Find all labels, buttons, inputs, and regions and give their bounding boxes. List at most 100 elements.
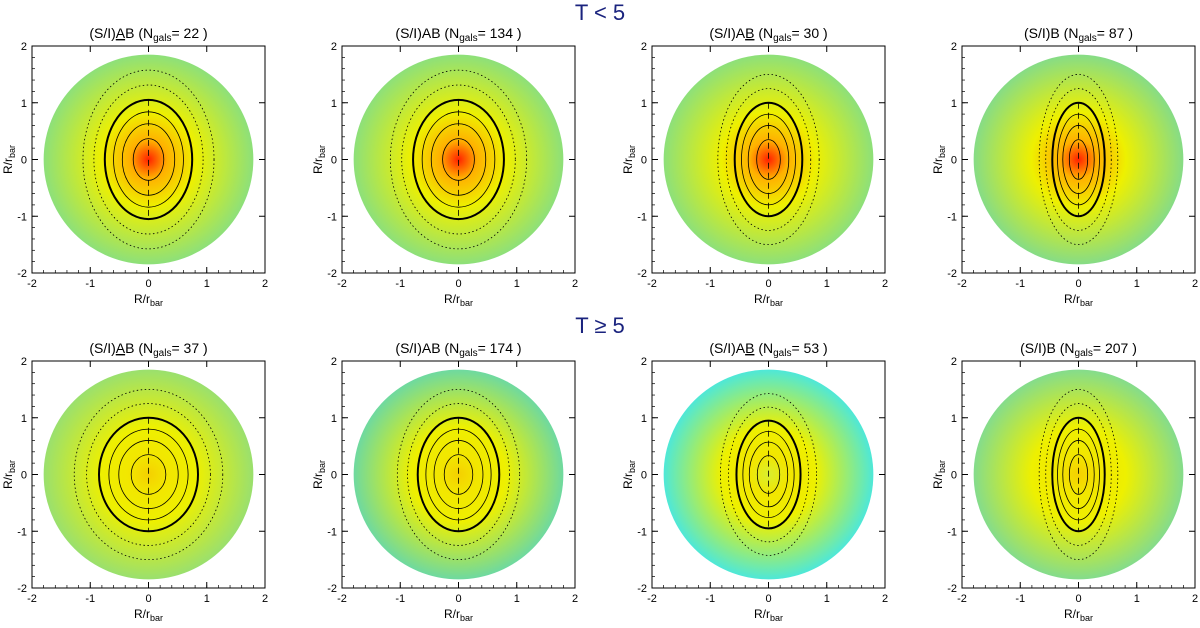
y-tick-label: 2: [641, 356, 647, 368]
y-tick-label: -2: [17, 268, 27, 280]
panel-0-1: -2-2 -1 -1 0 0 1 1 2 2 R/rbar R/rbar (S/I)AB (Ngals…: [311, 25, 578, 308]
y-tick-label: 1: [641, 413, 647, 425]
y-tick-label: 1: [951, 98, 957, 110]
y-tick-label: 2: [951, 356, 957, 368]
x-tick-label: 0: [1075, 593, 1081, 605]
x-tick-label: 0: [145, 278, 151, 290]
density-disc: [663, 54, 874, 265]
density-disc: [973, 369, 1184, 580]
y-axis-label: R/rbar: [621, 460, 637, 489]
y-tick-label: -1: [637, 526, 647, 538]
panel-0-3: -2-2 -1 -1 0 0 1 1 2 2 R/rbar R/rbar (S/I)B (Ngals=…: [931, 25, 1198, 308]
contour-line: [401, 84, 516, 235]
y-tick-label: 2: [21, 41, 27, 53]
y-tick-label: -2: [17, 583, 27, 595]
x-tick-label: -1: [395, 278, 405, 290]
panel-title: (S/I)AB (Ngals= 22 ): [89, 25, 207, 44]
y-tick-label: -1: [947, 526, 957, 538]
x-axis-label: R/rbar: [754, 292, 783, 308]
y-tick-label: -2: [947, 583, 957, 595]
contour-line: [725, 88, 812, 231]
panel-0-2: -2-2 -1 -1 0 0 1 1 2 2 R/rbar R/rbar (S/I)AB (Ngals…: [621, 25, 888, 308]
y-tick-label: 2: [331, 41, 337, 53]
x-tick-label: 0: [455, 278, 461, 290]
x-tick-label: -1: [395, 593, 405, 605]
contour-line: [82, 69, 215, 250]
contour-line: [1045, 403, 1112, 546]
y-axis-label: R/rbar: [311, 460, 327, 489]
x-tick-label: 0: [765, 593, 771, 605]
x-axis-label: R/rbar: [754, 607, 783, 623]
x-tick-label: -1: [85, 278, 95, 290]
y-tick-label: 0: [641, 155, 647, 167]
contour-line: [86, 403, 211, 546]
y-tick-label: 0: [641, 470, 647, 482]
panel-title: (S/I)AB (Ngals= 134 ): [395, 25, 521, 44]
y-tick-label: -1: [17, 211, 27, 223]
y-tick-label: -2: [947, 268, 957, 280]
x-tick-label: 2: [1192, 593, 1198, 605]
contour-line: [443, 454, 474, 495]
y-tick-label: 0: [951, 470, 957, 482]
y-tick-label: 1: [21, 98, 27, 110]
x-tick-label: 2: [882, 593, 888, 605]
y-tick-label: 2: [641, 41, 647, 53]
x-tick-label: 1: [514, 278, 520, 290]
x-tick-label: 0: [1075, 278, 1081, 290]
y-tick-label: -2: [637, 583, 647, 595]
panel-title: (S/I)AB (Ngals= 37 ): [89, 340, 207, 359]
panel-title: (S/I)AB (Ngals= 53 ): [709, 340, 827, 359]
x-tick-label: -1: [85, 593, 95, 605]
y-tick-label: -1: [947, 211, 957, 223]
y-tick-label: -2: [637, 268, 647, 280]
density-disc: [973, 54, 1184, 265]
contour-line: [1068, 139, 1089, 180]
x-axis-label: R/rbar: [134, 292, 163, 308]
y-tick-label: 1: [641, 98, 647, 110]
y-tick-label: -1: [327, 211, 337, 223]
x-tick-label: 1: [514, 593, 520, 605]
panel-title: (S/I)AB (Ngals= 174 ): [395, 340, 521, 359]
x-tick-label: 0: [455, 593, 461, 605]
x-tick-label: -2: [27, 278, 37, 290]
x-tick-label: 1: [204, 593, 210, 605]
contour-line: [1038, 73, 1119, 246]
x-tick-label: -2: [647, 593, 657, 605]
panel-title: (S/I)B (Ngals= 207 ): [1020, 340, 1137, 359]
density-disc: [353, 54, 564, 265]
x-tick-label: 1: [824, 278, 830, 290]
x-tick-label: 2: [572, 278, 578, 290]
x-tick-label: 2: [882, 278, 888, 290]
contour-line: [396, 388, 521, 561]
y-tick-label: 1: [331, 98, 337, 110]
y-tick-label: 0: [21, 470, 27, 482]
contour-line: [389, 69, 528, 250]
panel-1-2: -2-2 -1 -1 0 0 1 1 2 2 R/rbar R/rbar (S/I)AB (Ngals…: [621, 340, 888, 623]
contour-line: [1068, 454, 1089, 495]
x-axis-label: R/rbar: [1064, 292, 1093, 308]
x-axis-label: R/rbar: [134, 607, 163, 623]
y-tick-label: 1: [21, 413, 27, 425]
y-tick-label: 0: [331, 155, 337, 167]
y-tick-label: -1: [327, 526, 337, 538]
x-tick-label: -1: [1015, 278, 1025, 290]
x-tick-label: -1: [705, 278, 715, 290]
y-tick-label: 2: [951, 41, 957, 53]
x-tick-label: 0: [765, 278, 771, 290]
x-tick-label: 2: [262, 593, 268, 605]
y-tick-label: 1: [331, 413, 337, 425]
y-axis-label: R/rbar: [931, 145, 947, 174]
x-tick-label: -1: [1015, 593, 1025, 605]
y-tick-label: -1: [17, 526, 27, 538]
contour-line: [130, 454, 167, 495]
x-tick-label: -2: [957, 593, 967, 605]
y-tick-label: 0: [951, 155, 957, 167]
contour-line: [717, 73, 820, 246]
panel-0-0: -2-2 -1 -1 0 0 1 1 2 2 R/rbar R/rbar (S/I)AB (Ngals…: [1, 25, 268, 308]
x-tick-label: -2: [27, 593, 37, 605]
panel-title: (S/I)AB (Ngals= 30 ): [709, 25, 827, 44]
y-tick-label: 0: [331, 470, 337, 482]
y-tick-label: -2: [327, 268, 337, 280]
x-tick-label: -2: [337, 593, 347, 605]
